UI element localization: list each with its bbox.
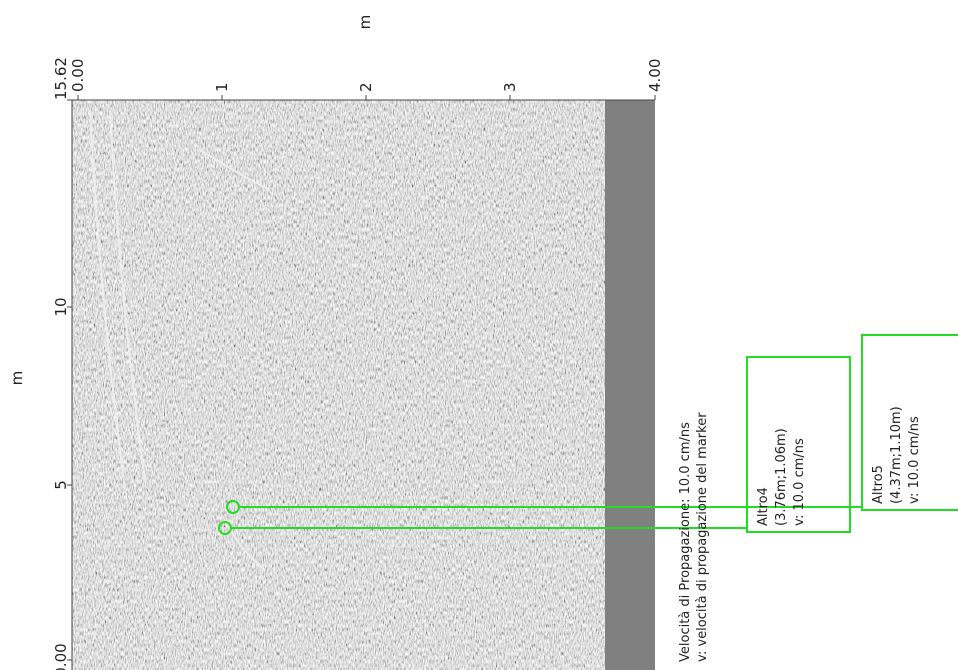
legend-text: v: velocità di propagazione del marker [695,412,710,662]
marker-box [861,334,958,511]
top-tick-label: 2 [357,82,375,92]
left-tick-label: 5 [52,480,70,490]
axis-title: m [8,371,26,386]
axis-ticks [71,99,655,670]
left-tick-label: 0.00 [52,643,70,670]
marker-label: v: 10.0 cm/ns [792,438,807,526]
reflections [89,109,271,571]
marker-box [746,356,851,533]
legend-text: Velocità di Propagazione: 10.0 cm/ns [678,422,693,662]
top-tick-label: 0.00 [69,59,87,92]
left-tick-label: 15.62 [52,57,70,100]
radargram-image [72,100,605,670]
marker-label: Altro5 [871,465,886,504]
marker-label: (3.76m;1.06m) [774,428,789,526]
top-tick-label: 4.00 [646,59,664,92]
axis-title: m [356,15,374,30]
marker-label: (4.37m;1.10m) [889,406,904,504]
marker-graphics [218,334,958,535]
top-tick-label: 1 [213,82,231,92]
top-tick-label: 3 [501,82,519,92]
marker-label: v: 10.0 cm/ns [907,416,922,504]
no-data-area [605,100,655,670]
left-tick-label: 10 [52,297,70,316]
marker-label: Altro4 [756,487,771,526]
